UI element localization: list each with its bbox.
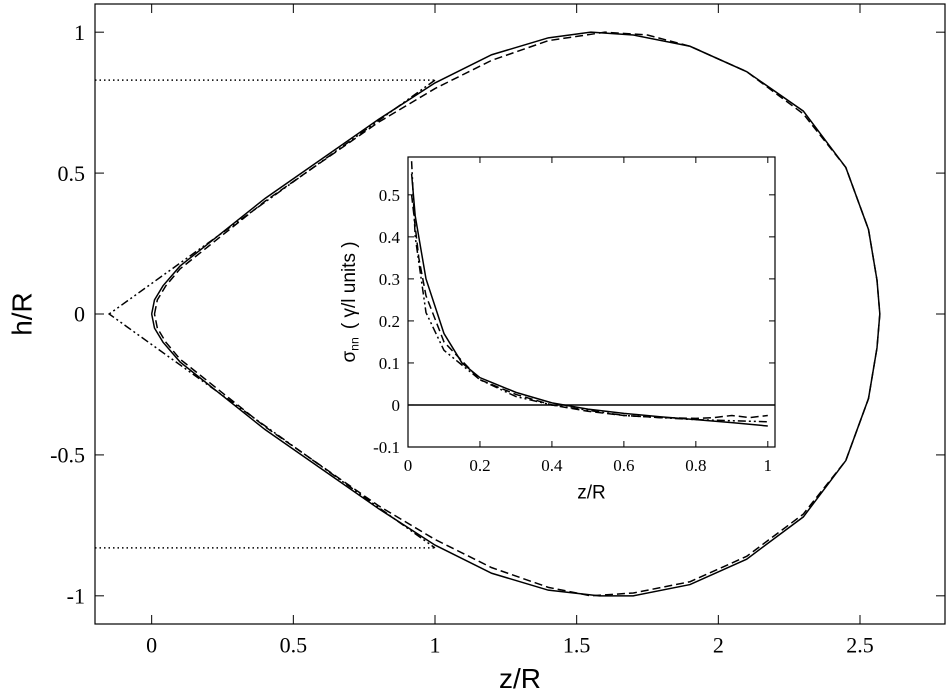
y-axis-label: h/R — [6, 292, 37, 336]
x-tick-label: 0.2 — [469, 456, 490, 475]
y-tick-label: -0.5 — [50, 443, 85, 468]
chart-1: 0 0.2 0.4 0.6 0.8 1-0.100.10.20.30.40.5z/Rσnn… — [339, 156, 776, 504]
y-label-units: ( γ/l units ) — [339, 241, 360, 329]
x-tick-label: 0.5 — [280, 633, 308, 658]
y-tick-label: -1 — [67, 584, 85, 609]
plot-frame — [94, 3, 946, 625]
x-tick-label: 0 — [146, 633, 157, 658]
x-tick-label: 2 — [713, 633, 724, 658]
y-tick-label: 1 — [74, 20, 85, 45]
y-tick-label: 0.2 — [379, 312, 400, 331]
y-tick-label: 0.1 — [379, 354, 400, 373]
series-line — [410, 161, 768, 423]
y-tick-label: 0 — [74, 302, 85, 327]
x-tick-label: 1.5 — [563, 633, 591, 658]
y-tick-label: 0.3 — [379, 270, 400, 289]
y-tick-label: 0.5 — [379, 186, 400, 205]
x-tick-label: 0.8 — [685, 456, 706, 475]
plot-area — [408, 157, 775, 447]
y-label-subscript: nn — [348, 337, 362, 351]
y-label-symbol: σ — [339, 351, 360, 363]
x-tick-label: 0.4 — [541, 456, 563, 475]
plot-frame — [407, 156, 776, 448]
x-tick-label: 0 — [404, 456, 413, 475]
series-line — [410, 173, 768, 427]
x-tick-label: 0.6 — [613, 456, 634, 475]
x-tick-label: 1 — [764, 456, 773, 475]
y-tick-label: 0 — [392, 396, 401, 415]
x-axis-label: z/R — [577, 483, 606, 504]
series-line — [410, 194, 768, 420]
x-tick-label: 1 — [430, 633, 441, 658]
y-tick-label: -0.1 — [373, 438, 400, 457]
x-tick-label: 2.5 — [846, 633, 874, 658]
series-line — [107, 79, 436, 549]
y-tick-label: 0.4 — [379, 228, 401, 247]
y-axis-label: σnn ( γ/l units ) — [339, 241, 362, 362]
y-tick-label: 0.5 — [58, 161, 86, 186]
x-axis-label: z/R — [499, 663, 541, 692]
